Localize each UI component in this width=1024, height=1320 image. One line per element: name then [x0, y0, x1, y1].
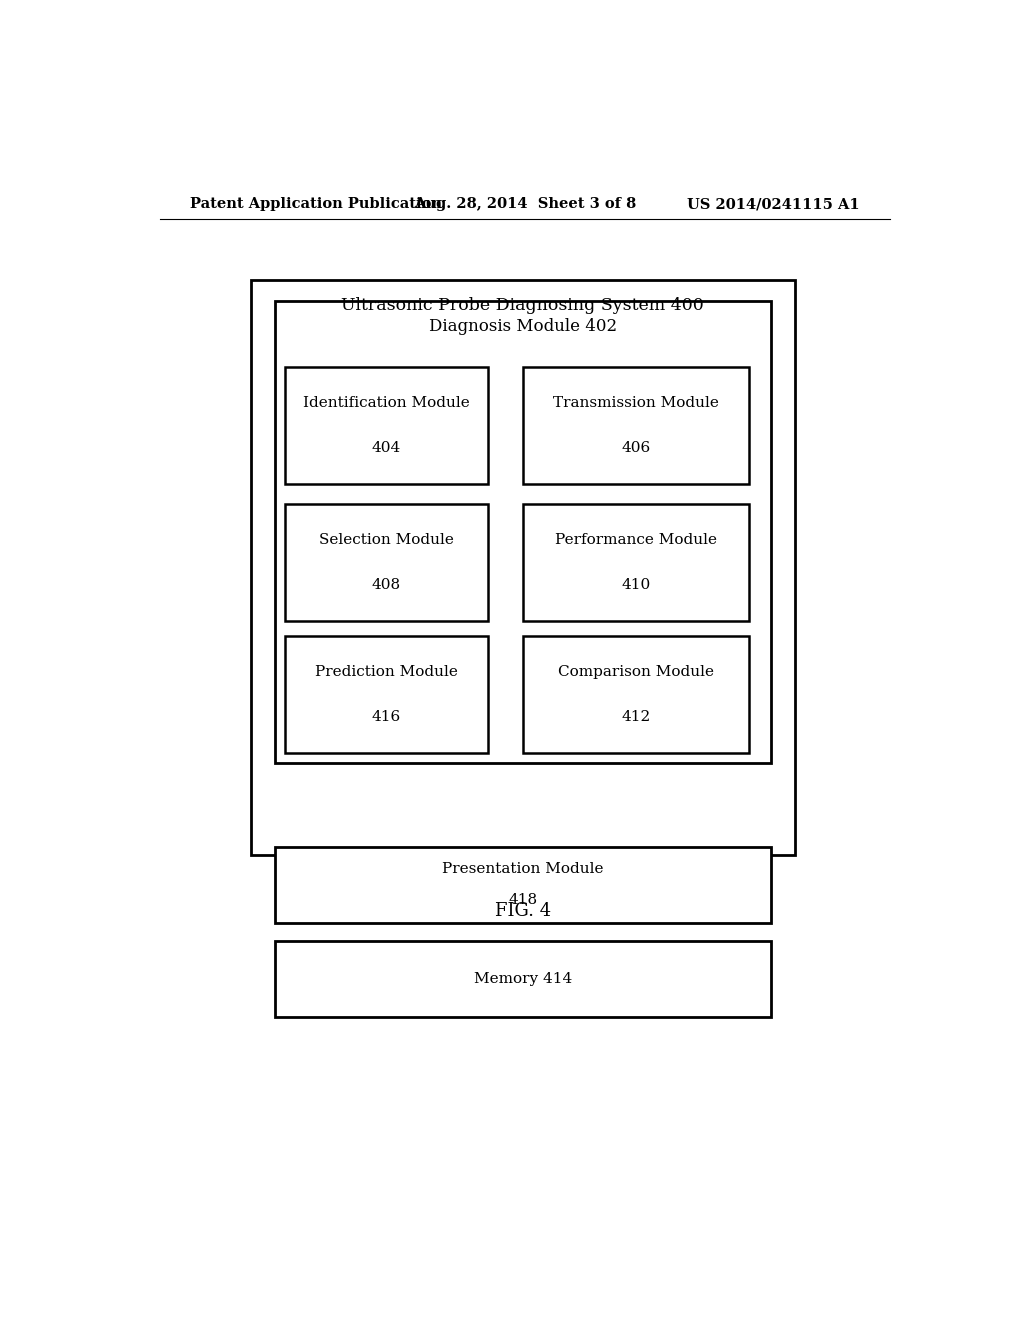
- Text: 416: 416: [372, 710, 401, 723]
- Text: Diagnosis Module 402: Diagnosis Module 402: [429, 318, 616, 334]
- Text: 418: 418: [508, 892, 538, 907]
- FancyBboxPatch shape: [251, 280, 795, 854]
- Text: FIG. 4: FIG. 4: [495, 902, 551, 920]
- Text: 410: 410: [622, 578, 651, 591]
- Text: Transmission Module: Transmission Module: [553, 396, 719, 409]
- Text: 404: 404: [372, 441, 401, 454]
- FancyBboxPatch shape: [285, 367, 487, 483]
- FancyBboxPatch shape: [285, 504, 487, 620]
- Text: 412: 412: [622, 710, 651, 723]
- FancyBboxPatch shape: [523, 367, 750, 483]
- Text: Performance Module: Performance Module: [555, 533, 717, 546]
- Text: Patent Application Publication: Patent Application Publication: [189, 197, 442, 211]
- FancyBboxPatch shape: [274, 846, 771, 923]
- FancyBboxPatch shape: [523, 636, 750, 752]
- Text: Comparison Module: Comparison Module: [558, 665, 715, 680]
- Text: Aug. 28, 2014  Sheet 3 of 8: Aug. 28, 2014 Sheet 3 of 8: [414, 197, 636, 211]
- Text: Selection Module: Selection Module: [318, 533, 454, 546]
- FancyBboxPatch shape: [285, 636, 487, 752]
- Text: Identification Module: Identification Module: [303, 396, 470, 409]
- FancyBboxPatch shape: [274, 301, 771, 763]
- Text: Prediction Module: Prediction Module: [314, 665, 458, 680]
- FancyBboxPatch shape: [274, 941, 771, 1018]
- Text: Memory 414: Memory 414: [474, 972, 572, 986]
- Text: 406: 406: [622, 441, 651, 454]
- Text: US 2014/0241115 A1: US 2014/0241115 A1: [687, 197, 860, 211]
- FancyBboxPatch shape: [523, 504, 750, 620]
- Text: Ultrasonic Probe Diagnosing System 400: Ultrasonic Probe Diagnosing System 400: [341, 297, 705, 314]
- Text: 408: 408: [372, 578, 400, 591]
- Text: Presentation Module: Presentation Module: [442, 862, 603, 876]
